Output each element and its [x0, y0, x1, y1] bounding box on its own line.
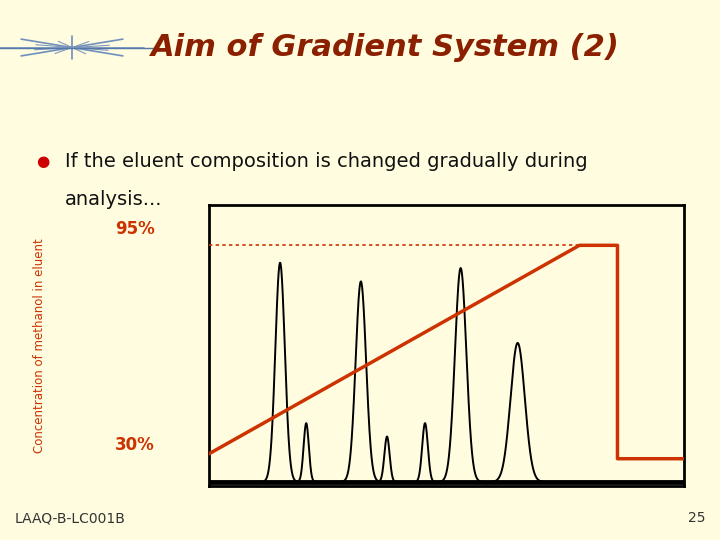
Text: Aim of Gradient System (2): Aim of Gradient System (2)	[151, 33, 620, 62]
Text: ●: ●	[36, 154, 49, 169]
Text: LAAQ-B-LC001B: LAAQ-B-LC001B	[14, 511, 125, 525]
Text: 30%: 30%	[115, 436, 155, 455]
Text: 95%: 95%	[115, 220, 155, 239]
Text: If the eluent composition is changed gradually during: If the eluent composition is changed gra…	[65, 152, 588, 171]
Text: Concentration of methanol in eluent: Concentration of methanol in eluent	[33, 238, 46, 453]
Text: analysis...: analysis...	[65, 190, 162, 209]
Text: 25: 25	[688, 511, 706, 525]
